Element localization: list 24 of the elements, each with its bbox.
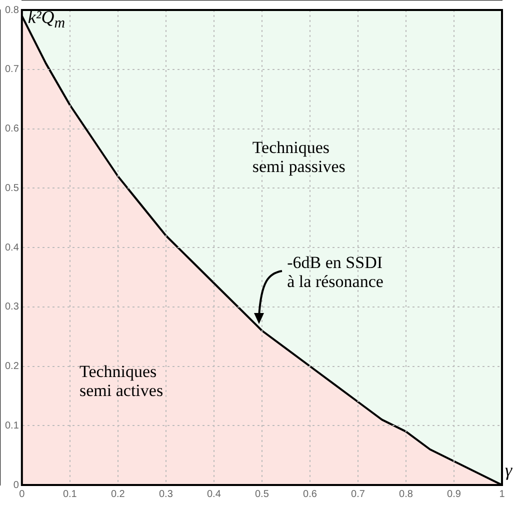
x-tick-label: 0.6 bbox=[303, 488, 318, 500]
x-tick-label: 0.7 bbox=[351, 488, 366, 500]
y-axis-title: k²Q$_{m}$ bbox=[28, 7, 66, 34]
y-tick-label: 0.3 bbox=[4, 302, 20, 313]
x-tick-label: 0.1 bbox=[62, 488, 78, 500]
annotation: Techniques semi actives bbox=[80, 362, 164, 400]
x-tick-label: 0.4 bbox=[206, 488, 222, 500]
y-tick-label: 0 bbox=[13, 480, 20, 491]
x-tick-label: 0.5 bbox=[255, 488, 270, 500]
y-tick-label: 0.7 bbox=[4, 64, 20, 76]
x-tick-label: 0.3 bbox=[158, 488, 174, 500]
y-tick-label: 0.1 bbox=[4, 420, 20, 432]
x-tick-label: 1 bbox=[499, 488, 506, 500]
y-tick-label: 0.2 bbox=[4, 361, 20, 372]
annotation: Techniques semi passives bbox=[252, 138, 346, 176]
x-tick-label: 0.9 bbox=[447, 488, 462, 500]
x-axis-title: γ bbox=[505, 460, 512, 480]
y-tick-label: 0.4 bbox=[4, 242, 20, 254]
y-tick-label: 0.5 bbox=[4, 182, 20, 194]
x-tick-label: 0.8 bbox=[399, 488, 414, 500]
x-tick-label: 0.2 bbox=[110, 488, 126, 500]
y-tick-label: 0.8 bbox=[4, 4, 20, 16]
annotation: -6dB en SSDI à la résonance bbox=[287, 252, 384, 291]
y-tick-label: 0.6 bbox=[4, 124, 20, 134]
